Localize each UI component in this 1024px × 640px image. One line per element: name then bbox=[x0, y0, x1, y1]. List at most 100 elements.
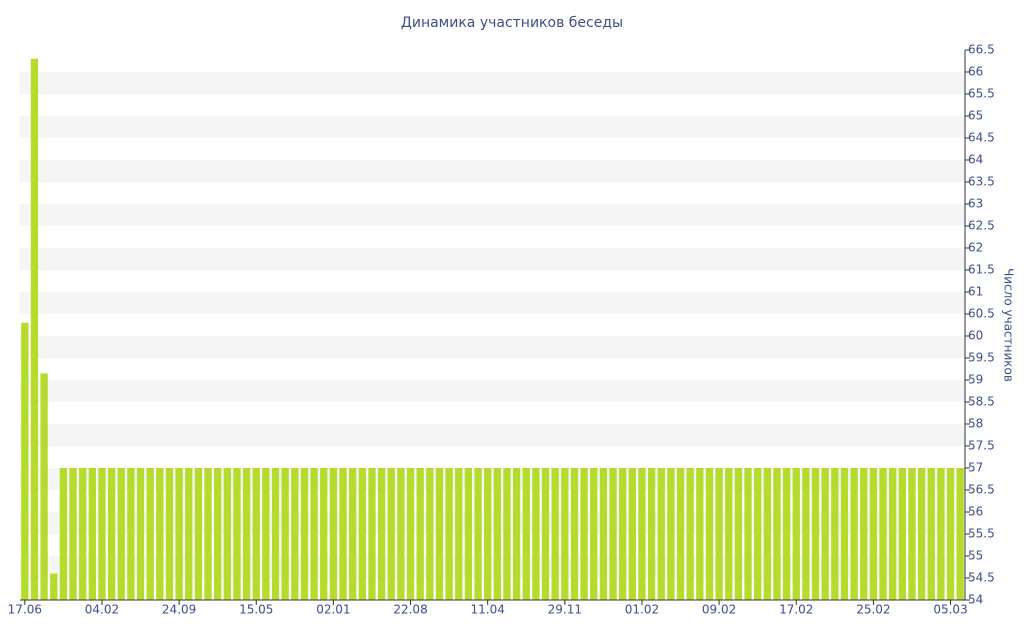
x-tick-label: 02.01 bbox=[316, 603, 350, 617]
bar bbox=[493, 468, 501, 600]
bar bbox=[455, 468, 463, 600]
bar bbox=[773, 468, 781, 600]
bar bbox=[860, 468, 868, 600]
y-tick-label: 59.5 bbox=[968, 351, 995, 365]
bar bbox=[329, 468, 338, 600]
y-tick-label: 66 bbox=[968, 65, 983, 79]
y-tick-label: 64 bbox=[968, 153, 983, 167]
bar bbox=[696, 468, 704, 600]
bar bbox=[136, 468, 145, 600]
bar bbox=[242, 468, 251, 600]
bar bbox=[484, 468, 492, 600]
bar bbox=[811, 468, 820, 600]
x-tick-label: 04.02 bbox=[85, 603, 119, 617]
bar bbox=[30, 58, 39, 601]
bar bbox=[300, 468, 309, 600]
bar bbox=[619, 468, 627, 600]
bar bbox=[831, 468, 839, 600]
bar bbox=[214, 468, 222, 600]
bar bbox=[551, 468, 559, 600]
y-tick-label: 60 bbox=[968, 329, 983, 343]
y-tick-label: 56 bbox=[968, 505, 983, 519]
y-tick-label: 66.5 bbox=[968, 43, 995, 57]
bar bbox=[426, 468, 434, 600]
bar bbox=[570, 468, 579, 600]
bar bbox=[59, 468, 68, 600]
y-tick-label: 55.5 bbox=[968, 527, 995, 541]
bar bbox=[88, 468, 96, 600]
y-tick-label: 65 bbox=[968, 109, 983, 123]
x-tick-label: 17.02 bbox=[779, 603, 813, 617]
bar bbox=[291, 468, 299, 600]
bar bbox=[937, 468, 945, 600]
bar bbox=[522, 468, 530, 600]
y-tick-label: 58.5 bbox=[968, 395, 995, 409]
y-tick-label: 54.5 bbox=[968, 571, 995, 585]
bar bbox=[956, 468, 964, 600]
x-tick-label: 11.04 bbox=[470, 603, 504, 617]
bar bbox=[840, 468, 849, 600]
bar bbox=[69, 468, 77, 600]
bar bbox=[734, 468, 743, 600]
bar bbox=[917, 468, 926, 600]
bar bbox=[754, 468, 762, 600]
bar bbox=[194, 468, 203, 600]
bar bbox=[377, 468, 386, 600]
bar bbox=[869, 468, 878, 600]
bar bbox=[397, 468, 405, 600]
bar bbox=[744, 468, 752, 600]
bar bbox=[310, 468, 318, 600]
bar bbox=[21, 322, 29, 600]
bar bbox=[541, 468, 550, 600]
bar bbox=[156, 468, 164, 600]
y-tick-label: 59 bbox=[968, 373, 983, 387]
y-tick-label: 54 bbox=[968, 593, 983, 607]
bar bbox=[406, 468, 415, 600]
bar bbox=[358, 468, 366, 600]
bar bbox=[561, 468, 569, 600]
bar bbox=[792, 468, 800, 600]
bar bbox=[763, 468, 771, 600]
bar bbox=[908, 468, 916, 600]
bar bbox=[435, 468, 444, 600]
x-tick-label: 01.02 bbox=[625, 603, 659, 617]
grid-band bbox=[20, 204, 965, 226]
bar bbox=[782, 468, 791, 600]
bar bbox=[416, 468, 424, 600]
bar bbox=[98, 468, 106, 600]
bar bbox=[628, 468, 636, 600]
bar bbox=[802, 468, 810, 600]
bar bbox=[368, 468, 376, 600]
y-tick-label: 61 bbox=[968, 285, 983, 299]
grid-band bbox=[20, 248, 965, 270]
x-tick-label: 22.08 bbox=[393, 603, 427, 617]
x-tick-label: 05.03 bbox=[933, 603, 967, 617]
y-tick-label: 57.5 bbox=[968, 439, 995, 453]
bar bbox=[204, 468, 212, 600]
bar bbox=[638, 468, 646, 600]
grid-band bbox=[20, 380, 965, 402]
bar bbox=[609, 468, 617, 600]
bar bbox=[503, 468, 511, 600]
y-tick-label: 65.5 bbox=[968, 87, 995, 101]
bar bbox=[146, 468, 154, 600]
bar bbox=[175, 468, 183, 600]
grid-band bbox=[20, 292, 965, 314]
bar bbox=[79, 468, 87, 600]
bar bbox=[320, 468, 328, 600]
bar bbox=[271, 468, 280, 600]
x-tick-label: 09.02 bbox=[702, 603, 736, 617]
x-tick-label: 17.06 bbox=[8, 603, 42, 617]
bar bbox=[898, 468, 906, 600]
grid-band bbox=[20, 116, 965, 138]
bar bbox=[599, 468, 608, 600]
bar bbox=[512, 468, 521, 600]
bar bbox=[223, 468, 231, 600]
bar bbox=[165, 468, 174, 600]
x-tick-label: 25.02 bbox=[856, 603, 890, 617]
y-tick-label: 62 bbox=[968, 241, 983, 255]
y-tick-label: 63.5 bbox=[968, 175, 995, 189]
bar bbox=[889, 468, 897, 600]
bar bbox=[339, 468, 347, 600]
grid-band bbox=[20, 424, 965, 446]
